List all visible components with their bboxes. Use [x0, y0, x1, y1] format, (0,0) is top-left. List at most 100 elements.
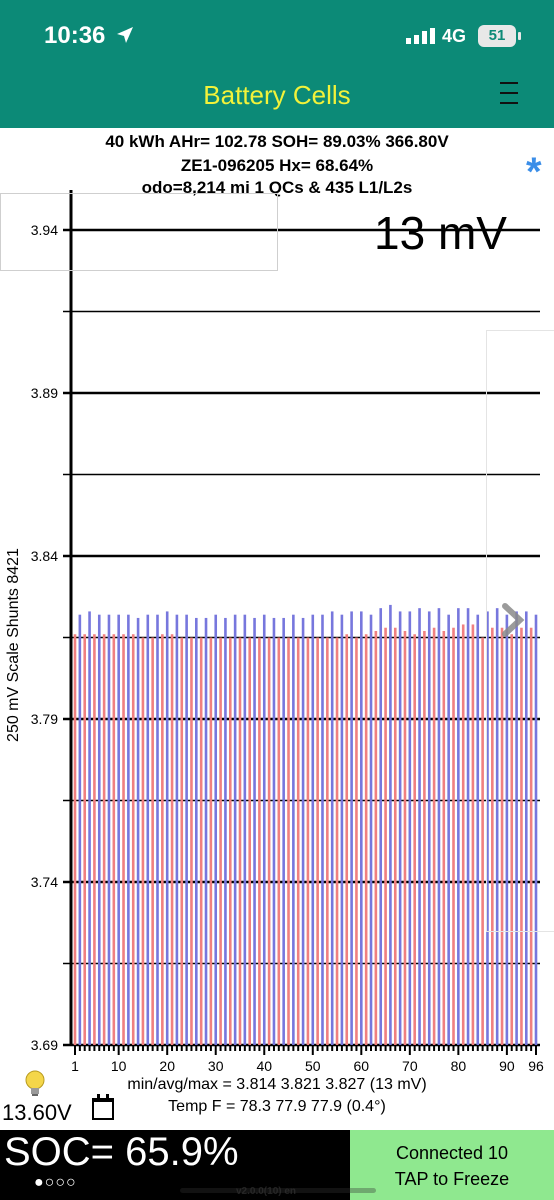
hamburger-menu-icon[interactable]: [498, 76, 520, 110]
cell-voltage-bar: [457, 608, 460, 1045]
cell-voltage-bar: [238, 637, 242, 1045]
soc-value: SOC= 65.9%: [4, 1130, 239, 1174]
app-header: 10:36 4G 51 Battery Cells: [0, 0, 554, 128]
cell-voltage-bar: [311, 614, 315, 1045]
cell-voltage-bar: [204, 617, 208, 1045]
page-title: Battery Cells: [203, 80, 351, 110]
cell-voltage-bar: [340, 614, 344, 1045]
cell-voltage-bar: [486, 611, 489, 1045]
cell-voltage-bar: [190, 637, 193, 1045]
cell-voltage-bar: [369, 614, 373, 1045]
zoom-overlay-box[interactable]: [0, 193, 278, 271]
cell-voltage-bar: [452, 627, 455, 1045]
battery-icon: 51: [478, 25, 516, 47]
cell-voltage-bar: [335, 637, 339, 1045]
cell-voltage-bar: [93, 634, 96, 1045]
y-tick-label: 3.84: [31, 548, 58, 564]
cell-voltage-bar: [466, 608, 470, 1045]
page-indicator[interactable]: ●○○○: [34, 1174, 77, 1191]
cell-voltage-bar: [437, 608, 441, 1045]
cell-voltage-bar: [374, 630, 378, 1045]
cell-voltage-bar: [423, 630, 426, 1045]
cell-voltage-bar: [350, 611, 353, 1045]
cell-voltage-bar: [442, 630, 446, 1045]
cell-voltage-bar: [534, 614, 538, 1045]
home-indicator[interactable]: [180, 1188, 376, 1193]
cell-voltage-bar: [161, 634, 164, 1045]
cell-voltage-bar: [529, 627, 533, 1045]
cell-voltage-bar: [117, 614, 120, 1045]
scroll-panel[interactable]: [486, 330, 554, 932]
signal-icon: [406, 28, 435, 44]
cell-voltage-bar: [408, 611, 412, 1045]
cell-voltage-bar: [491, 627, 494, 1045]
cell-voltage-bar: [306, 637, 310, 1045]
cell-voltage-bar: [398, 611, 402, 1045]
cell-voltage-bar: [146, 614, 150, 1045]
lightbulb-icon[interactable]: [24, 1070, 46, 1098]
cell-voltage-bar: [524, 611, 528, 1045]
cell-voltage-bar: [165, 611, 169, 1045]
cell-voltage-bar: [107, 614, 111, 1045]
cell-voltage-bar: [112, 634, 116, 1045]
battery-tip: [518, 32, 521, 40]
cell-voltage-bar: [520, 627, 523, 1045]
y-tick-label: 3.89: [31, 385, 58, 401]
cell-voltage-bar: [131, 634, 135, 1045]
vehicle-id-line: ZE1-096205 Hx= 68.64%: [180, 156, 374, 175]
cell-voltage-bar: [345, 634, 349, 1045]
cell-voltage-bar: [248, 637, 251, 1045]
cell-voltage-bar: [78, 614, 82, 1045]
cell-voltage-chart[interactable]: 3.94 3.89 3.84 3.79 3.74 3.69 1 10 20 30 40 50 60 70 8…: [0, 186, 554, 1076]
cell-voltage-bar: [277, 637, 281, 1045]
cell-voltage-bar: [427, 611, 431, 1045]
cell-voltage-bar: [180, 637, 184, 1045]
cell-voltage-bar: [413, 634, 416, 1045]
calendar-icon[interactable]: [92, 1094, 114, 1120]
cell-voltage-bar: [253, 617, 256, 1045]
cell-voltage-bar: [384, 627, 387, 1045]
cell-voltage-bar: [199, 637, 203, 1045]
cell-voltage-bar: [214, 614, 218, 1045]
x-tick-label: 50: [305, 1058, 321, 1074]
cell-voltage-bar: [243, 614, 247, 1045]
freeze-label: TAP to Freeze: [394, 1169, 510, 1189]
cell-voltage-bar: [209, 637, 213, 1045]
x-tick-label: 30: [208, 1058, 224, 1074]
min-avg-max-stats: min/avg/max = 3.814 3.821 3.827 (13 mV): [127, 1076, 427, 1093]
cell-voltage-bar: [127, 614, 130, 1045]
cell-voltage-bar: [156, 614, 159, 1045]
cell-voltage-bar: [233, 614, 237, 1045]
cell-voltage-bar: [510, 634, 514, 1045]
cell-voltage-bar: [515, 611, 518, 1045]
cell-voltage-bar: [461, 624, 465, 1045]
voltage-spread-label: 13 mV: [374, 207, 507, 259]
cell-voltage-bar: [83, 634, 87, 1045]
cell-voltage-bar: [360, 611, 363, 1045]
temperature-stats: Temp F = 78.3 77.9 77.9 (0.4°): [168, 1098, 386, 1115]
cell-voltage-bar: [258, 637, 261, 1045]
network-type: 4G: [442, 26, 467, 46]
chevron-right-icon: [502, 603, 525, 637]
y-tick-label: 3.79: [31, 711, 58, 727]
cell-voltage-bar: [296, 637, 300, 1045]
star-icon[interactable]: *: [526, 150, 542, 194]
x-tick-label: 40: [256, 1058, 272, 1074]
x-tick-label: 96: [528, 1058, 544, 1074]
x-tick-label: 70: [402, 1058, 418, 1074]
y-axis-title: 250 mV Scale Shunts 8421: [5, 548, 22, 742]
cell-voltage-bar: [355, 637, 358, 1045]
cell-voltage-bar: [219, 637, 222, 1045]
cell-voltage-bar: [287, 637, 290, 1045]
x-tick-label: 60: [354, 1058, 370, 1074]
cell-voltage-bar: [476, 614, 480, 1045]
cell-voltage-bar: [330, 611, 334, 1045]
cell-voltage-bar: [432, 627, 436, 1045]
cell-voltage-bar: [73, 634, 77, 1045]
odometer-line: odo=8,214 mi 1 QCs & 435 L1/L2s: [141, 178, 413, 197]
x-tick-label: 20: [159, 1058, 175, 1074]
connection-freeze-button[interactable]: Connected 10 TAP to Freeze: [350, 1130, 554, 1200]
connection-status: Connected 10: [395, 1143, 509, 1163]
cell-voltage-bar: [505, 614, 509, 1045]
cell-voltage-bar: [88, 611, 91, 1045]
